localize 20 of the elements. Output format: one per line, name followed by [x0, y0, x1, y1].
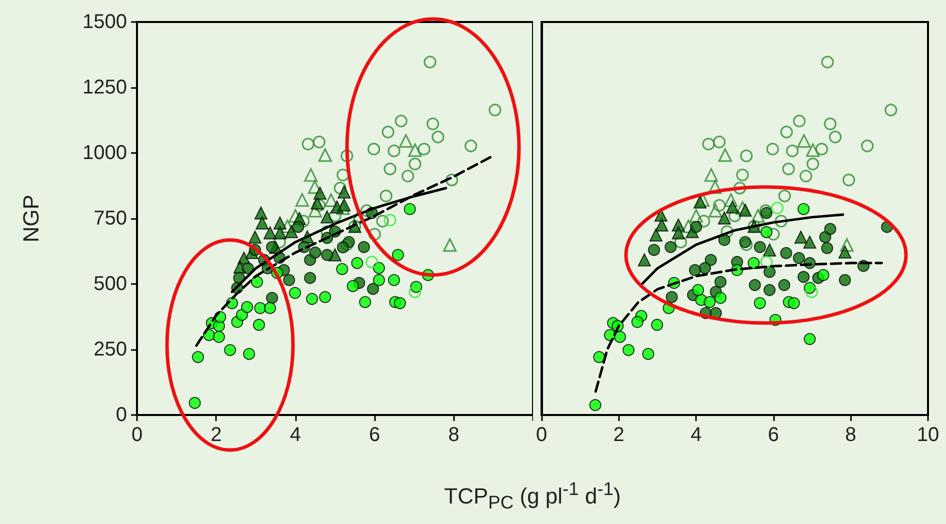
y-tick-label: 500 [94, 273, 127, 295]
x-tick-label: 2 [613, 424, 624, 446]
x-tick-label: 4 [290, 424, 301, 446]
y-tick-label: 0 [116, 404, 127, 426]
y-tick-label: 1250 [82, 76, 127, 98]
y-tick-label: 250 [94, 338, 127, 360]
x-tick-label: 6 [369, 424, 380, 446]
x-tick-label: 0 [536, 424, 548, 446]
y-tick-label: 1000 [82, 142, 127, 164]
x-axis-title: TCP$_{PC}$ (g pl$^{-1}$ d$^{-1}$) [443, 478, 622, 514]
x-tick-label: 10 [916, 424, 940, 446]
y-axis-title: NGP [18, 194, 44, 242]
x-tick-label: 0 [131, 424, 143, 446]
x-tick-label: 2 [210, 424, 222, 446]
x-tick-label: 8 [448, 424, 460, 446]
x-tick-label: 8 [845, 424, 856, 446]
x-tick-label: 4 [690, 424, 702, 446]
x-tick-label: 6 [768, 424, 779, 446]
y-tick-label: 1500 [82, 11, 127, 33]
y-tick-label: 750 [94, 208, 127, 230]
